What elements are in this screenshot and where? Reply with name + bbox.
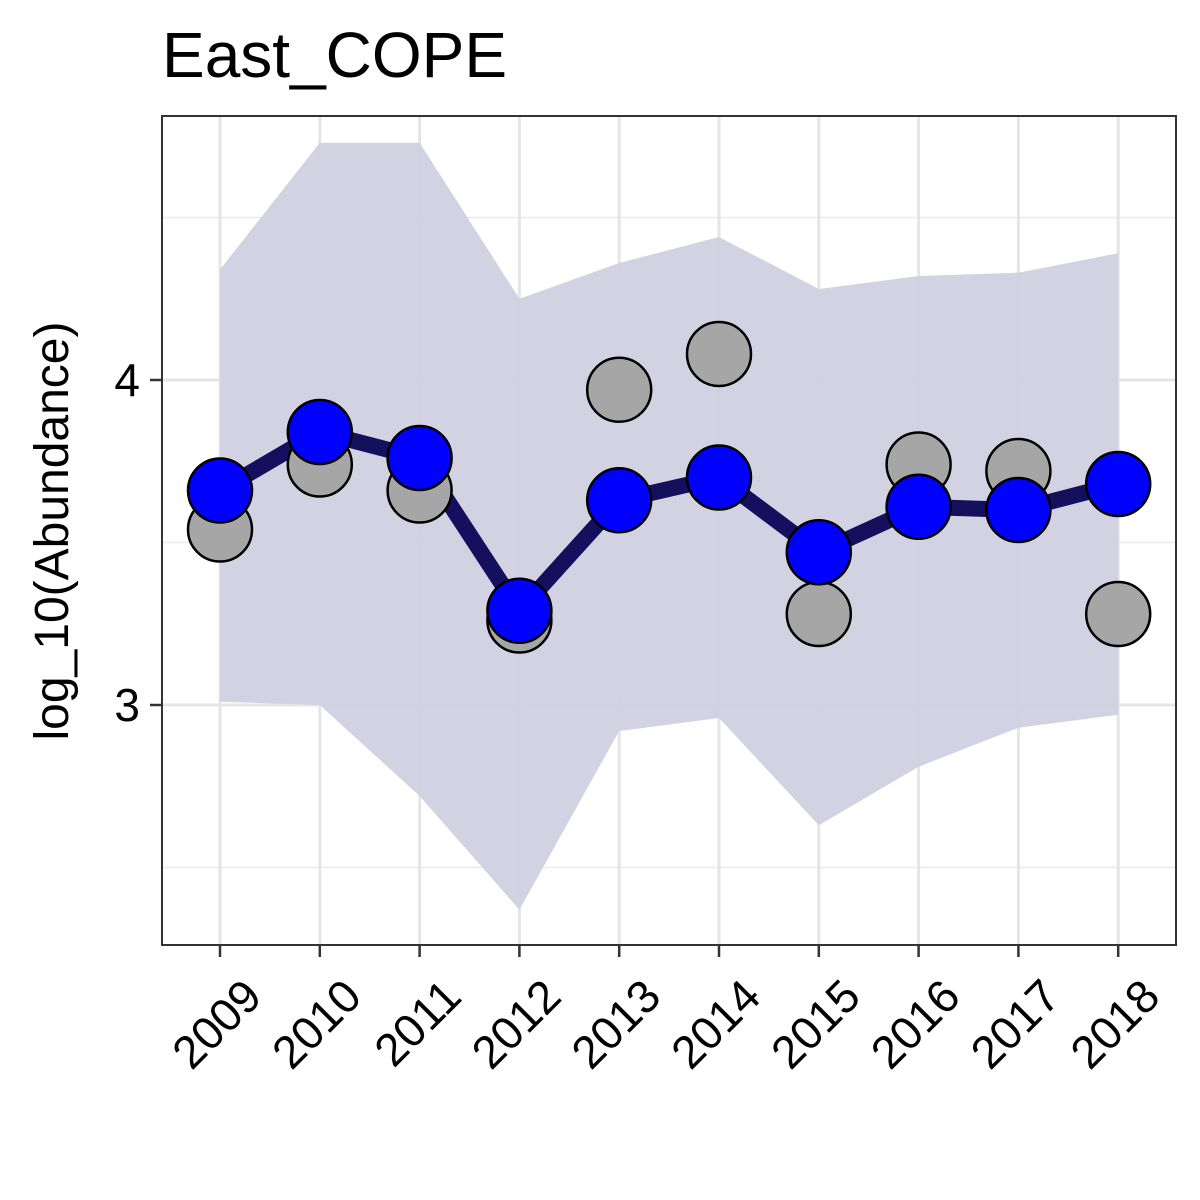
data-points [186,320,1152,654]
confidence-ribbon [220,142,1119,910]
observed-point [685,320,753,388]
chart-title: East_COPE [162,19,507,91]
observed-point [1084,580,1152,648]
estimate-line [212,424,1127,619]
estimate-point [985,476,1052,544]
estimate-point [386,424,453,492]
axis-ticks: 3420092010201120122013201420152016201720… [114,354,1169,1078]
observed-point [785,580,853,648]
estimate-point [186,457,254,524]
estimate-point [1084,450,1152,518]
plot-border [161,115,1177,946]
estimate-point [585,467,653,534]
ribbon-area [220,142,1119,910]
estimate-point [685,444,753,511]
estimate-line-path [212,424,1127,619]
y-axis-label: log_10(Abundance) [26,322,79,741]
y-tick-label: 3 [114,679,140,731]
estimate-point [486,577,553,644]
estimate-point [885,473,952,540]
y-tick-label: 4 [114,354,140,406]
estimate-point [286,398,354,466]
observed-point [585,356,653,423]
estimate-point [785,519,853,586]
